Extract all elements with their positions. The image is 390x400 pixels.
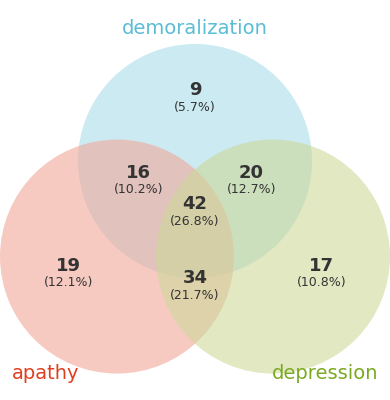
Text: depression: depression xyxy=(272,364,378,382)
Text: 19: 19 xyxy=(56,256,81,274)
Text: (10.8%): (10.8%) xyxy=(297,276,347,289)
Circle shape xyxy=(0,140,234,374)
Text: 9: 9 xyxy=(189,81,201,99)
Text: 17: 17 xyxy=(309,256,334,274)
Circle shape xyxy=(78,44,312,278)
Text: 34: 34 xyxy=(183,269,207,287)
Text: (12.7%): (12.7%) xyxy=(227,183,276,196)
Text: 20: 20 xyxy=(239,164,264,182)
Text: 16: 16 xyxy=(126,164,151,182)
Text: (26.8%): (26.8%) xyxy=(170,214,220,228)
Text: (12.1%): (12.1%) xyxy=(44,276,93,289)
Text: 42: 42 xyxy=(183,195,207,213)
Circle shape xyxy=(156,140,390,374)
Text: (21.7%): (21.7%) xyxy=(170,289,220,302)
Text: apathy: apathy xyxy=(12,364,79,382)
Text: (5.7%): (5.7%) xyxy=(174,101,216,114)
Text: demoralization: demoralization xyxy=(122,19,268,38)
Text: (10.2%): (10.2%) xyxy=(114,183,163,196)
